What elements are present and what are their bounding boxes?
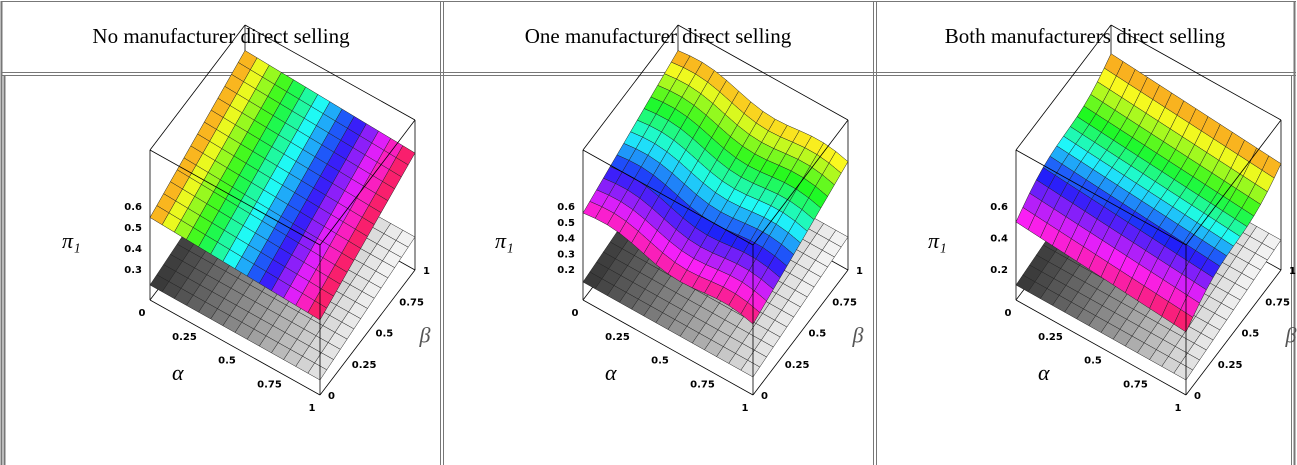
surface-plot: 0.6 0.4 0.2 0 0.25 0.5 0.75 1 0 0.25 0.5 0.75 1 π₁ α β bbox=[928, 24, 1297, 414]
y-axis-label: β bbox=[419, 323, 431, 348]
y-tick-label: 1 bbox=[856, 266, 863, 277]
y-tick-label: 0.75 bbox=[399, 297, 424, 308]
y-tick-label: 0.25 bbox=[785, 360, 810, 371]
x-tick-label: 1 bbox=[742, 403, 749, 414]
box-edge bbox=[1015, 299, 1187, 396]
z-tick-label: 0.6 bbox=[557, 202, 575, 213]
y-tick-label: 0.5 bbox=[376, 329, 394, 340]
box-edge bbox=[1015, 149, 1187, 246]
surface-plot: 0.6 0.5 0.4 0.3 0 0.25 0.5 0.75 1 0 0.25 0.5 0.75 1 π₁… bbox=[62, 24, 431, 414]
surface-plot: 0.6 0.5 0.4 0.3 0.2 0 0.25 0.5 0.75 1 0 0.25 0.5 0.75… bbox=[495, 24, 864, 414]
z-axis-label: π₁ bbox=[495, 228, 514, 253]
x-axis-label: α bbox=[1038, 360, 1050, 385]
y-tick-label: 1 bbox=[423, 266, 430, 277]
z-tick-label: 0.6 bbox=[124, 202, 142, 213]
box-edge bbox=[1185, 269, 1282, 396]
x-tick-label: 1 bbox=[1175, 403, 1182, 414]
x-axis-label: α bbox=[605, 360, 617, 385]
z-tick-label: 0.4 bbox=[990, 234, 1008, 245]
y-axis-label: β bbox=[1285, 323, 1297, 348]
surface-patch bbox=[740, 359, 761, 378]
y-tick-label: 0.5 bbox=[1242, 329, 1260, 340]
x-tick-label: 0.25 bbox=[1038, 332, 1063, 343]
x-tick-label: 0.5 bbox=[218, 356, 236, 367]
z-tick-label: 0.5 bbox=[124, 223, 142, 234]
x-tick-label: 0.25 bbox=[605, 332, 630, 343]
x-tick-label: 0.25 bbox=[172, 332, 197, 343]
box-edge bbox=[1185, 119, 1282, 246]
x-tick-label: 1 bbox=[309, 403, 316, 414]
x-tick-label: 0 bbox=[139, 308, 146, 319]
box-edge bbox=[244, 24, 416, 121]
y-tick-label: 0.5 bbox=[809, 329, 827, 340]
x-tick-label: 0.5 bbox=[651, 356, 669, 367]
x-tick-label: 0.75 bbox=[690, 379, 715, 390]
box-edge bbox=[149, 149, 321, 246]
box-edge bbox=[319, 119, 416, 246]
box-edge bbox=[1110, 24, 1282, 121]
column-header: Both manufacturers direct selling bbox=[945, 24, 1226, 48]
z-tick-label: 0.3 bbox=[124, 265, 142, 276]
surface-patch bbox=[1173, 362, 1194, 381]
y-tick-label: 0.75 bbox=[832, 297, 857, 308]
y-tick-label: 0.25 bbox=[1218, 360, 1243, 371]
y-tick-label: 0 bbox=[1194, 391, 1201, 402]
box-edge bbox=[149, 299, 321, 396]
surface-patch bbox=[307, 362, 328, 381]
y-tick-label: 0.25 bbox=[352, 360, 377, 371]
surface-patch bbox=[740, 301, 761, 325]
x-tick-label: 0.75 bbox=[1123, 379, 1148, 390]
z-tick-label: 0.4 bbox=[124, 244, 142, 255]
column-header: No manufacturer direct selling bbox=[92, 24, 350, 48]
z-tick-label: 0.2 bbox=[557, 265, 575, 276]
box-edge bbox=[752, 119, 849, 246]
x-tick-label: 0 bbox=[572, 308, 579, 319]
box-edge bbox=[582, 24, 679, 151]
y-axis-label: β bbox=[852, 323, 864, 348]
box-edge bbox=[319, 269, 416, 396]
x-tick-label: 0.5 bbox=[1084, 356, 1102, 367]
z-tick-label: 0.6 bbox=[990, 202, 1008, 213]
z-tick-label: 0.2 bbox=[990, 265, 1008, 276]
box-edge bbox=[752, 269, 849, 396]
x-axis-label: α bbox=[172, 360, 184, 385]
box-edge bbox=[582, 149, 754, 246]
box-edge bbox=[149, 24, 246, 151]
box-edge bbox=[1015, 24, 1112, 151]
y-tick-label: 1 bbox=[1289, 266, 1296, 277]
y-tick-label: 0 bbox=[761, 391, 768, 402]
surface-patch bbox=[1173, 309, 1194, 333]
column-header: One manufacturer direct selling bbox=[525, 24, 792, 48]
z-axis-label: π₁ bbox=[928, 228, 947, 253]
x-tick-label: 0.75 bbox=[257, 379, 282, 390]
x-tick-label: 0 bbox=[1005, 308, 1012, 319]
z-tick-label: 0.4 bbox=[557, 234, 575, 245]
box-edge bbox=[677, 24, 849, 121]
z-tick-label: 0.5 bbox=[557, 218, 575, 229]
box-edge bbox=[582, 299, 754, 396]
z-tick-label: 0.3 bbox=[557, 249, 575, 260]
y-tick-label: 0.75 bbox=[1265, 297, 1290, 308]
z-axis-label: π₁ bbox=[62, 228, 81, 253]
surface-patch bbox=[307, 300, 328, 321]
y-tick-label: 0 bbox=[328, 391, 335, 402]
